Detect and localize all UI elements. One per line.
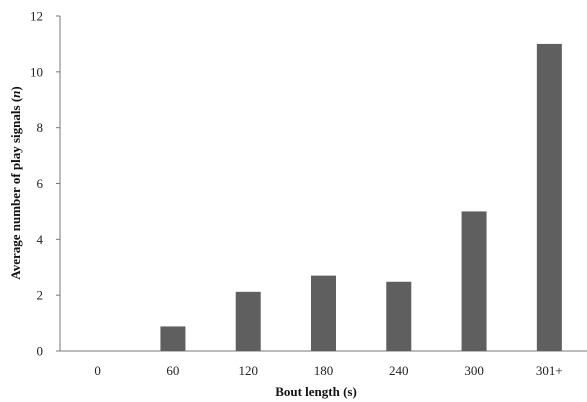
x-tick-label: 301+	[536, 363, 563, 378]
bars	[160, 43, 562, 352]
bar	[235, 291, 261, 351]
x-axis-title: Bout length (s)	[275, 384, 357, 399]
x-tick-label: 300	[464, 363, 484, 378]
y-tick-label: 6	[37, 176, 44, 191]
y-tick-label: 0	[37, 344, 44, 359]
bar	[160, 326, 186, 351]
x-tick-label: 60	[166, 363, 179, 378]
y-axis-title-italic: n	[8, 91, 23, 98]
y-tick-label: 10	[30, 64, 43, 79]
y-tick-label: 2	[37, 288, 44, 303]
y-tick-label: 8	[37, 120, 44, 135]
y-tick-label: 12	[30, 9, 43, 24]
bar	[386, 281, 412, 351]
x-tick-label: 240	[389, 363, 409, 378]
bar	[461, 211, 487, 351]
y-axis-title: Average number of play signals (n)	[8, 86, 23, 279]
x-tick-label: 120	[238, 363, 258, 378]
y-tick-label: 4	[37, 232, 44, 247]
x-tick-label: 0	[94, 363, 101, 378]
x-tick-label: 180	[314, 363, 334, 378]
bar	[311, 275, 336, 351]
y-axis-title-main: Average number of play signals (	[8, 98, 23, 280]
y-axis: 0 2 4 6 8 10 12	[30, 9, 61, 359]
bar	[536, 43, 562, 352]
y-axis-title-end: )	[8, 86, 23, 90]
x-axis: 0 60 120 180 240 300 301+	[60, 350, 587, 378]
